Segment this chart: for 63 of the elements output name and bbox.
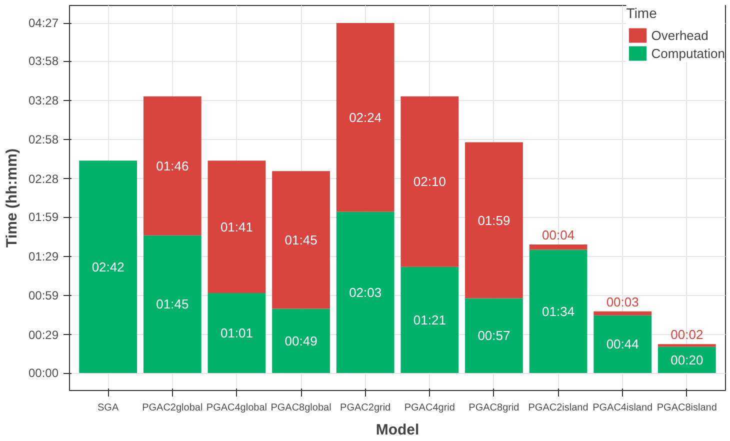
- data-label: 01:46: [156, 158, 189, 174]
- legend-label: Overhead: [651, 28, 708, 42]
- data-label: 00:57: [478, 328, 510, 344]
- data-label: 01:01: [220, 326, 253, 341]
- data-label: 00:49: [284, 333, 318, 348]
- data-label: 01:34: [542, 304, 575, 319]
- data-label: 01:45: [156, 296, 189, 312]
- data-label: 00:04: [542, 228, 575, 243]
- bar: [400, 266, 459, 373]
- bar: [594, 311, 652, 316]
- bar: [79, 160, 138, 373]
- data-label: 02:24: [349, 110, 382, 125]
- data-label: 02:42: [92, 259, 124, 274]
- bar: [272, 308, 330, 373]
- bar: [658, 344, 716, 347]
- bar: [529, 250, 588, 373]
- bar: [336, 23, 394, 212]
- data-label: 00:02: [670, 327, 704, 342]
- bar: [529, 244, 588, 250]
- bar: [208, 293, 266, 373]
- y-tick-label: 01:59: [28, 210, 59, 224]
- x-tick-label: PGAC4grid: [404, 402, 455, 414]
- data-label: 00:44: [606, 336, 639, 352]
- y-tick-label: 03:28: [28, 93, 59, 108]
- y-tick-label: 01:29: [28, 249, 59, 264]
- bar: [272, 171, 330, 309]
- y-tick-label: 04:27: [28, 16, 59, 30]
- bar: [465, 298, 523, 373]
- bar: [594, 315, 652, 373]
- x-tick-label: PGAC8global: [270, 402, 332, 414]
- x-tick-label: PGAC2island: [528, 402, 588, 414]
- data-label: 01:41: [220, 219, 253, 234]
- x-tick-label: PGAC8grid: [468, 402, 520, 414]
- bar: [400, 96, 459, 267]
- y-axis-title: Time (hh:mm): [3, 148, 20, 248]
- data-label: 01:59: [478, 212, 510, 228]
- data-label: 00:03: [606, 294, 639, 310]
- x-tick-label: SGA: [98, 402, 119, 414]
- bar: [465, 142, 523, 298]
- x-tick-label: PGAC4global: [206, 402, 268, 414]
- bar: [208, 160, 266, 294]
- y-tick-label: 02:58: [28, 132, 59, 147]
- data-label: 01:21: [413, 312, 446, 328]
- y-tick-label: 03:58: [28, 54, 59, 68]
- data-label: 02:03: [349, 284, 382, 300]
- y-tick-label: 00:29: [28, 328, 59, 342]
- data-label: 01:45: [284, 232, 318, 248]
- data-label: 00:20: [670, 352, 704, 368]
- x-tick-label: PGAC2grid: [340, 402, 391, 414]
- data-label: 02:10: [413, 174, 446, 190]
- x-axis-title: Model: [376, 422, 420, 438]
- x-tick-label: PGAC2global: [142, 402, 203, 414]
- legend-label: Computation: [651, 46, 725, 60]
- bar: [143, 96, 202, 236]
- bar: [336, 212, 394, 373]
- x-tick-label: PGAC4island: [592, 402, 653, 414]
- x-tick-label: PGAC8island: [656, 402, 717, 414]
- bar: [658, 346, 716, 373]
- bar: [143, 235, 202, 373]
- y-tick-label: 02:28: [28, 172, 59, 186]
- legend-title: Time: [626, 5, 658, 21]
- y-tick-label: 00:59: [28, 288, 59, 303]
- y-tick-label: 00:00: [28, 366, 59, 380]
